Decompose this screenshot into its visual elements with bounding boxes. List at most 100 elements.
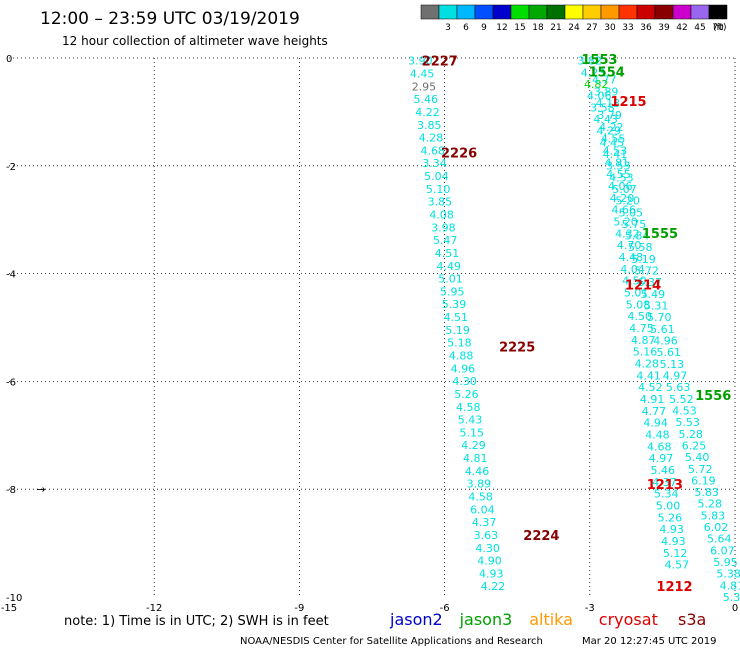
swh-value-label: 5.01: [624, 287, 649, 300]
swh-value-label: 3.85: [417, 119, 442, 132]
x-tick-label: -6: [440, 603, 450, 614]
swh-value-label: 5.19: [445, 324, 470, 337]
swh-value-label: 4.37: [652, 476, 677, 489]
color-scale-label: 12: [496, 23, 507, 33]
swh-value-label: 4.32: [615, 227, 640, 240]
chart-title: 12:00 – 23:59 UTC 03/19/2019: [40, 9, 300, 29]
swh-value-label: 4.87: [631, 334, 656, 347]
swh-value-label: 5.39: [442, 298, 467, 311]
swh-value-label: 5.34: [654, 488, 679, 501]
swh-value-label: 4.53: [603, 145, 628, 158]
swh-value-label: 4.66: [612, 204, 637, 217]
swh-value-label: 5.38: [716, 568, 740, 581]
swh-value-label: 5.58: [628, 241, 653, 254]
pass-time-label: 2225: [499, 340, 535, 355]
swh-value-label: 4.37: [472, 516, 497, 529]
swh-value-label: 4.96: [451, 362, 476, 375]
swh-value-label: 5.20: [615, 195, 640, 208]
x-tick-label: -12: [146, 603, 162, 614]
swh-value-label: 5.46: [651, 464, 676, 477]
x-tick-label: 0: [732, 603, 738, 614]
color-scale-label: 3: [445, 23, 451, 33]
swh-value-label: 4.58: [468, 490, 493, 503]
color-scale-swatch: [690, 4, 710, 20]
swh-value-label: 5.15: [460, 426, 485, 439]
swh-value-label: 4.68: [647, 440, 672, 453]
swh-value-label: 4.08: [429, 209, 454, 222]
swh-value-label: 4.28: [419, 132, 444, 145]
swh-value-label: 4.57: [665, 559, 690, 572]
satellite-legend-item: s3a: [678, 610, 706, 629]
x-tick-label: -15: [1, 603, 17, 614]
swh-value-label: 4.58: [456, 401, 481, 414]
color-scale-swatch: [582, 4, 602, 20]
swh-value-label: 3.63: [474, 529, 499, 542]
swh-value-label: 4.41: [603, 148, 628, 161]
swh-value-label: 4.70: [617, 239, 642, 252]
color-scale-swatch: [564, 4, 584, 20]
swh-value-label: 5.63: [666, 381, 691, 394]
swh-value-label: 4.82: [584, 78, 609, 91]
swh-value-label: 5.31: [644, 300, 669, 313]
swh-value-label: 5.70: [647, 311, 672, 324]
axis-ticks: -15 -12 -9 -6 -3 0 0 -2 -4 -6 -8 -10: [1, 54, 738, 614]
plot-grid: [9, 57, 736, 597]
swh-value-label: 3.82: [578, 55, 603, 68]
swh-value-label: 4.51: [435, 247, 460, 260]
satellite-legend-item: jason3: [459, 610, 513, 629]
swh-value-label: 4.45: [410, 68, 435, 81]
pass-time-label: 1553: [581, 53, 617, 68]
swh-value-label: 5.53: [675, 416, 700, 429]
color-scale-label: 18: [532, 23, 544, 33]
swh-value-label: 4.50: [627, 310, 652, 323]
color-scale-swatch: [528, 4, 548, 20]
swh-value-label: 6.02: [704, 521, 729, 534]
footer-timestamp: Mar 20 12:27:45 UTC 2019: [582, 636, 717, 647]
color-scale-label: 15: [514, 23, 525, 33]
swh-value-label: 5.28: [697, 498, 722, 511]
color-scale-label: 70: [712, 23, 724, 33]
pass-time-label: 1213: [647, 478, 683, 493]
swh-value-label: 4.68: [421, 144, 446, 157]
swh-value-label: 6.04: [470, 503, 495, 516]
swh-value-label: 5.72: [634, 265, 659, 278]
y-tick-label: -8: [6, 485, 16, 496]
swh-value-label: 4.06: [608, 180, 633, 193]
swh-value-label: 5.72: [688, 463, 713, 476]
swh-value-label: 5.75: [622, 218, 647, 231]
color-scale-swatch: [618, 4, 638, 20]
swh-value-label: 5.52: [669, 393, 694, 406]
swh-value-label: 3.34: [422, 157, 447, 170]
swh-value-label: 4.53: [672, 404, 697, 417]
color-scale-swatch: [456, 4, 476, 20]
color-scale-label: 33: [622, 23, 633, 33]
swh-value-label: 5.12: [663, 547, 688, 560]
swh-value-label: 4.48: [619, 251, 644, 264]
color-scale-swatch: [510, 4, 530, 20]
swh-value-label: 5.31: [723, 591, 740, 604]
swh-value-label: 5.49: [641, 288, 666, 301]
swh-value-label: 4.55: [601, 133, 626, 146]
swh-value-label: 4.43: [593, 113, 618, 126]
x-tick-label: -9: [294, 603, 304, 614]
color-scale-legend: 3 6 9 12 15 18 21 24 27 30 33 36 39 42 45 70: [420, 4, 728, 33]
swh-value-label: 4.91: [640, 393, 665, 406]
swh-value-label: 4.06: [587, 90, 612, 103]
swh-value-label: 3.98: [431, 221, 456, 234]
color-scale-unit: (ft): [713, 23, 727, 33]
swh-value-label: 4.29: [596, 125, 621, 138]
color-scale-label: 45: [694, 23, 705, 33]
color-scale-swatch: [546, 4, 566, 20]
footer-note: note: 1) Time is in UTC; 2) SWH is in fe…: [64, 614, 329, 629]
swh-values: 3.904.452.955.464.223.854.284.683.345.04…: [408, 55, 740, 604]
swh-value-label: 4.88: [449, 350, 474, 363]
color-scale-swatch: [636, 4, 656, 20]
swh-value-label: 4.22: [415, 106, 440, 119]
color-scale-label: 9: [481, 23, 487, 33]
swh-value-label: 3.89: [467, 478, 492, 491]
swh-value-label: 5.26: [658, 511, 683, 524]
color-scale-swatch: [492, 4, 512, 20]
swh-value-label: 4.20: [610, 192, 635, 205]
satellite-legend-item: jason2: [389, 610, 443, 629]
